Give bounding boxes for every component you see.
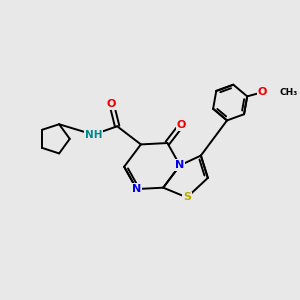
Text: S: S bbox=[183, 192, 191, 203]
Text: O: O bbox=[258, 87, 267, 97]
Text: N: N bbox=[175, 160, 184, 170]
Text: N: N bbox=[132, 184, 141, 194]
Text: CH₃: CH₃ bbox=[279, 88, 298, 97]
Text: O: O bbox=[177, 120, 186, 130]
Text: NH: NH bbox=[85, 130, 102, 140]
Text: O: O bbox=[107, 99, 116, 109]
